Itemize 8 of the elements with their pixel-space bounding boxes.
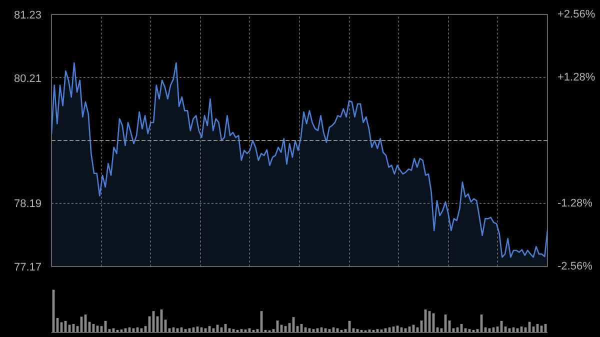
y-tick-label: 77.17 [14, 262, 42, 274]
y2-tick-label: -1.28% [558, 198, 593, 210]
y2-tick-label: +2.56% [558, 8, 596, 20]
y-tick-label: 78.19 [14, 198, 42, 210]
y-tick-label: 80.21 [14, 72, 42, 85]
y2-tick-label: +1.28% [558, 72, 596, 84]
y-tick-label: 81.23 [14, 10, 42, 22]
y2-tick-label: -2.56% [558, 260, 593, 272]
